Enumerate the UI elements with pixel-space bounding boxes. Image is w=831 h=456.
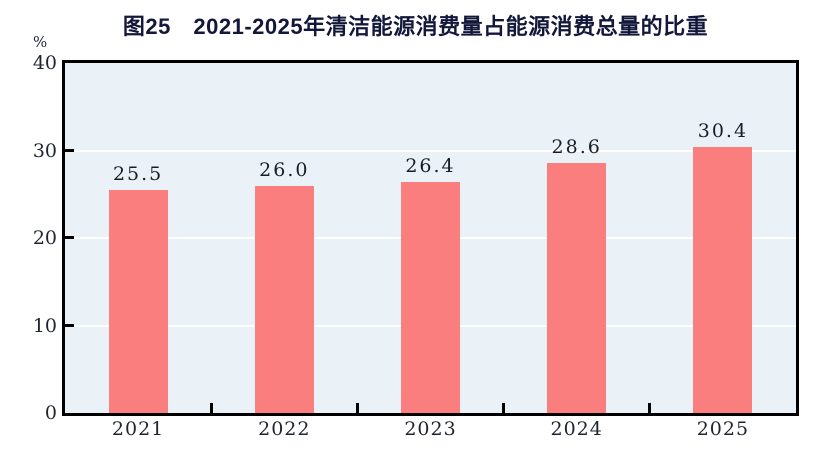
bar-group-2021: 25.5	[108, 63, 168, 413]
bar-value-label-2023: 26.4	[405, 155, 456, 177]
x-axis-tick-2	[355, 403, 359, 413]
x-axis-label-2021: 2021	[111, 418, 165, 440]
x-axis-label-2025: 2025	[696, 418, 750, 440]
x-axis-tick-4	[648, 403, 652, 413]
bar-2023	[401, 182, 460, 413]
x-axis-tick-1	[209, 403, 213, 413]
bar-2025	[693, 147, 753, 413]
y-axis-tick-30	[65, 148, 74, 152]
bar-value-label-2022: 26.0	[259, 158, 310, 181]
bar-group-2022: 26.0	[254, 63, 314, 413]
y-axis-tick-20	[65, 236, 74, 239]
bar-2022	[254, 185, 314, 413]
y-axis-label-10: 10	[32, 314, 57, 337]
bar-group-2023: 26.4	[401, 63, 460, 413]
x-axis-label-2024: 2024	[550, 418, 603, 440]
gridline-y-30	[65, 149, 796, 152]
y-axis-label-30: 30	[32, 139, 57, 162]
x-axis-label-2023: 2023	[404, 418, 457, 440]
y-axis-tick-10	[65, 323, 74, 327]
bar-value-label-2024: 28.6	[551, 135, 602, 158]
y-axis-label-40: 40	[32, 52, 57, 74]
bar-value-label-2025: 30.4	[697, 120, 749, 142]
y-axis-unit-label: %	[33, 33, 48, 51]
plot-area: 25.5 26.0 26.4 28.6 30.4	[62, 60, 799, 416]
y-axis-label-0: 0	[44, 402, 57, 424]
bar-group-2025: 30.4	[693, 63, 753, 413]
y-axis-label-20: 20	[32, 227, 57, 249]
chart-title: 图25 2021-2025年清洁能源消费量占能源消费总量的比重	[122, 14, 709, 39]
x-axis-tick-3	[502, 403, 506, 413]
bar-group-2024: 28.6	[547, 63, 607, 413]
x-axis-label-2022: 2022	[258, 418, 311, 440]
bar-2021	[108, 189, 168, 413]
bar-value-label-2021: 25.5	[112, 162, 164, 185]
bar-2024	[547, 162, 607, 413]
